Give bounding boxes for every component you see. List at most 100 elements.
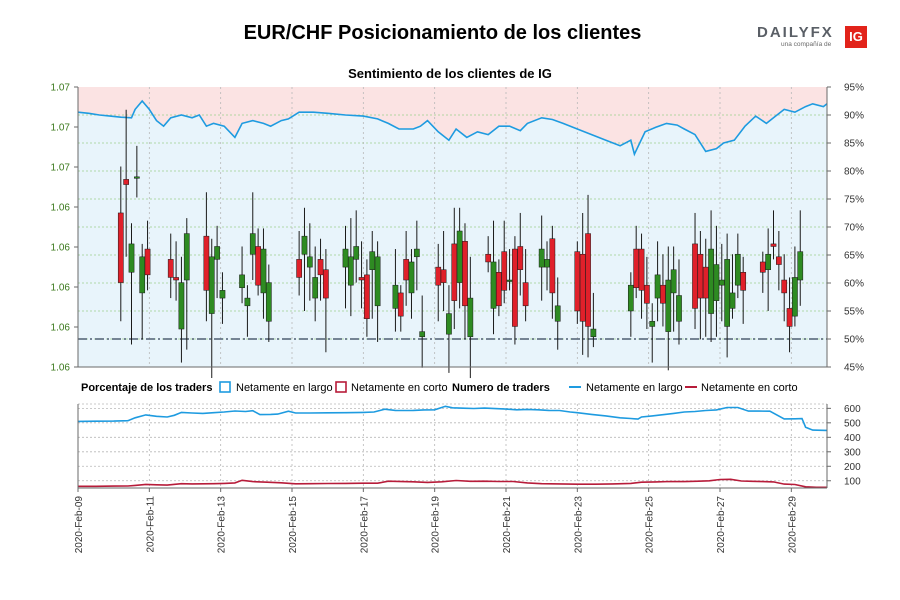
candle xyxy=(734,233,741,299)
candle xyxy=(364,259,370,337)
candle xyxy=(665,246,672,371)
net-long-percent-line xyxy=(77,99,828,157)
candle xyxy=(244,285,251,337)
candle-body xyxy=(408,261,415,294)
x-tick-label: 2020-Feb-25 xyxy=(645,496,656,554)
candle-body xyxy=(724,259,730,327)
right-tick-label: 65% xyxy=(844,251,864,262)
candle xyxy=(183,218,190,350)
candle xyxy=(249,192,256,281)
candle-body xyxy=(173,277,179,281)
left-tick-label: 1.06 xyxy=(51,203,71,214)
candle-body xyxy=(697,253,704,299)
x-tick-label: 2020-Feb-19 xyxy=(431,496,442,554)
candle-body xyxy=(501,251,508,291)
candle-body xyxy=(638,248,645,291)
candle-body xyxy=(579,253,586,322)
candle-body xyxy=(397,292,404,317)
candle-body xyxy=(244,297,251,307)
candle-body xyxy=(718,279,725,286)
lower-right-tick-label: 300 xyxy=(844,447,861,458)
candle-body xyxy=(296,259,302,278)
candle xyxy=(323,249,329,353)
candle-body xyxy=(462,241,468,307)
candle xyxy=(554,277,561,350)
candle-body xyxy=(549,238,556,294)
right-tick-label: 45% xyxy=(844,363,864,374)
candle xyxy=(792,246,798,327)
candle xyxy=(462,223,468,340)
candle xyxy=(173,241,179,301)
candle xyxy=(797,210,804,306)
dailyfx-logo[interactable]: DAILYFX una compañía de IG xyxy=(757,24,869,50)
lower-panel-gridlines xyxy=(77,403,827,488)
main-panel-axes: 1.06 1.06 1.06 1.06 1.06 1.07 1.07 1.07 45% 50% 55… xyxy=(51,83,865,374)
candle xyxy=(776,231,782,291)
net-short-zone xyxy=(78,87,827,155)
candle xyxy=(128,223,135,345)
lower-panel-background xyxy=(78,404,827,488)
candle-body xyxy=(167,259,174,278)
candle xyxy=(219,272,226,324)
candle-body xyxy=(301,235,308,255)
lower-right-tick-label: 200 xyxy=(844,462,861,473)
candle-body xyxy=(139,256,146,294)
right-tick-label: 75% xyxy=(844,195,864,206)
candle-body xyxy=(786,308,793,327)
legend-pct-long-swatch xyxy=(219,381,231,393)
candle-body xyxy=(435,266,442,286)
candle xyxy=(729,254,736,319)
right-tick-label: 55% xyxy=(844,307,864,318)
candle-body xyxy=(342,248,349,268)
candle xyxy=(786,277,793,353)
candle xyxy=(781,254,788,322)
candle-body xyxy=(590,328,597,338)
left-tick-label: 1.07 xyxy=(51,123,71,134)
candle-body xyxy=(702,266,709,299)
candle xyxy=(239,246,245,304)
trader-count-line xyxy=(77,405,828,432)
candle-body xyxy=(759,261,766,273)
candle-body xyxy=(374,256,381,307)
candle-body xyxy=(392,284,399,309)
candle-body xyxy=(708,248,714,314)
candle xyxy=(419,295,426,368)
lower-right-tick-label: 100 xyxy=(844,476,861,487)
right-tick-label: 60% xyxy=(844,279,864,290)
candle xyxy=(538,215,545,301)
candle xyxy=(408,249,415,319)
candle-body xyxy=(369,251,376,270)
candle-body xyxy=(451,243,458,301)
candle xyxy=(208,238,215,379)
x-tick-label: 2020-Feb-13 xyxy=(217,496,228,554)
candle xyxy=(770,210,777,260)
candle xyxy=(306,223,313,301)
candle xyxy=(413,220,420,291)
candle xyxy=(765,228,771,311)
candle xyxy=(446,285,452,373)
candle-body xyxy=(265,282,272,322)
candle-body xyxy=(358,277,365,281)
x-tick-label: 2020-Feb-23 xyxy=(573,496,584,554)
right-tick-label: 50% xyxy=(844,335,864,346)
x-tick-label: 2020-Feb-17 xyxy=(359,496,370,554)
candle-body xyxy=(713,264,720,301)
candle-body xyxy=(512,248,518,327)
candle-body xyxy=(219,290,226,299)
lower-panel-axes: 100 200 300 400 500 600 xyxy=(77,404,861,489)
candle-body xyxy=(323,269,329,299)
candle xyxy=(144,220,151,291)
candle-body xyxy=(178,282,185,330)
candle-body xyxy=(633,248,640,289)
logo-subtext: una compañía de xyxy=(781,41,832,48)
candle-body xyxy=(413,248,420,258)
candle xyxy=(467,256,474,379)
candle-body xyxy=(183,233,190,281)
candle-body xyxy=(134,176,140,179)
candle-body xyxy=(306,256,313,268)
candle-body xyxy=(353,246,360,260)
candle xyxy=(123,109,130,257)
legend-num-long: Netamente en largo xyxy=(586,382,683,394)
x-tick-label: 2020-Feb-29 xyxy=(787,496,798,554)
candle-body xyxy=(490,261,497,309)
